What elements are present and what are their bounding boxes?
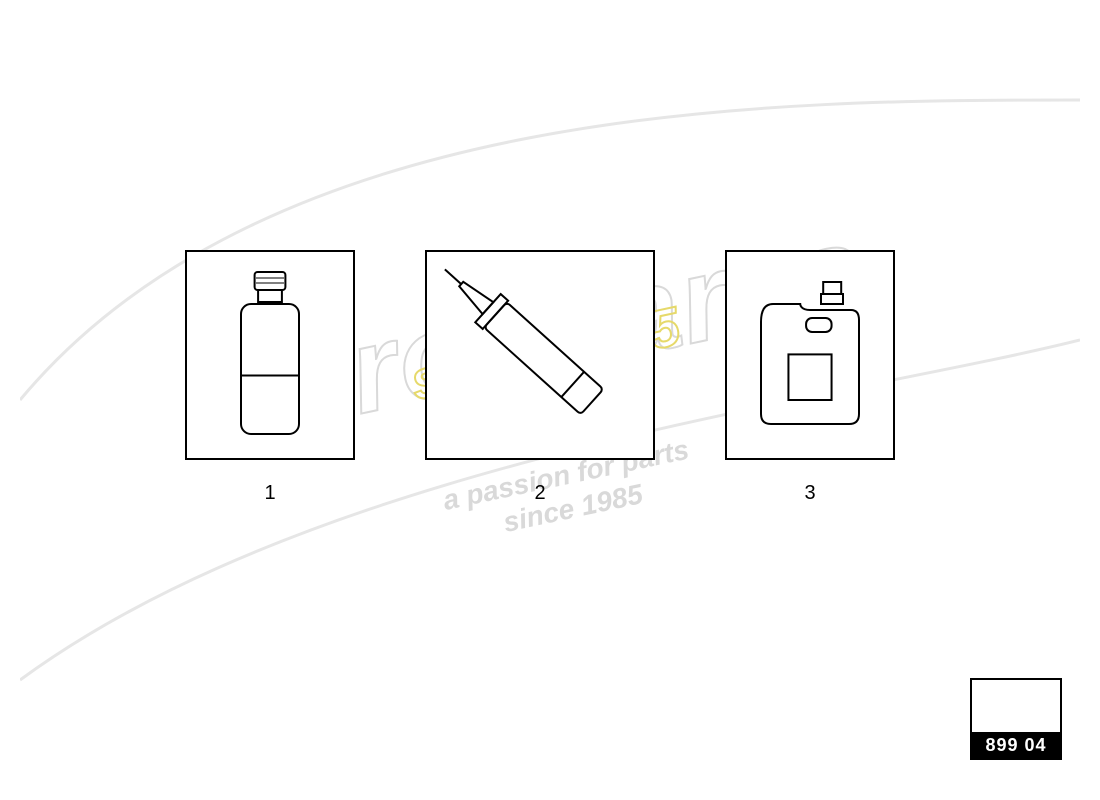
reference-badge: 899 04 [970,678,1062,760]
diagram-canvas: eurospares since 1985 a passion for part… [0,0,1100,800]
bottle-icon [235,270,305,440]
diagram-item-2: 2 [425,250,655,505]
item-label: 2 [534,482,545,505]
item-label: 1 [264,482,275,505]
caulk-tube-icon [435,260,645,450]
items-row: 1 2 3 [185,250,895,505]
diagram-item-3: 3 [725,250,895,505]
badge-code: 899 04 [972,732,1060,758]
item-label: 3 [804,482,815,505]
item-box [185,250,355,460]
item-box [425,250,655,460]
jug-icon [755,280,865,430]
diagram-item-1: 1 [185,250,355,505]
badge-top [972,680,1060,732]
item-box [725,250,895,460]
